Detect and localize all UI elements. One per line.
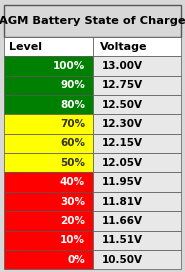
Text: 13.00V: 13.00V xyxy=(102,61,143,71)
FancyBboxPatch shape xyxy=(4,231,92,250)
FancyBboxPatch shape xyxy=(4,37,92,56)
Text: Level: Level xyxy=(9,42,42,51)
Text: 90%: 90% xyxy=(60,80,85,90)
Text: 100%: 100% xyxy=(53,61,85,71)
Text: 80%: 80% xyxy=(60,100,85,110)
Text: 30%: 30% xyxy=(60,196,85,206)
FancyBboxPatch shape xyxy=(4,192,92,211)
Text: 11.95V: 11.95V xyxy=(102,177,143,187)
FancyBboxPatch shape xyxy=(4,56,92,76)
FancyBboxPatch shape xyxy=(4,115,92,134)
Text: 11.51V: 11.51V xyxy=(102,235,143,245)
FancyBboxPatch shape xyxy=(92,76,181,95)
Text: 20%: 20% xyxy=(60,216,85,226)
Text: 40%: 40% xyxy=(60,177,85,187)
Text: 70%: 70% xyxy=(60,119,85,129)
Text: 12.30V: 12.30V xyxy=(102,119,143,129)
Text: 12.50V: 12.50V xyxy=(102,100,143,110)
Text: 11.81V: 11.81V xyxy=(102,196,143,206)
Text: 10.50V: 10.50V xyxy=(102,255,143,265)
Text: 12.75V: 12.75V xyxy=(102,80,143,90)
Text: 60%: 60% xyxy=(60,138,85,149)
FancyBboxPatch shape xyxy=(4,153,92,172)
FancyBboxPatch shape xyxy=(92,115,181,134)
Text: 11.66V: 11.66V xyxy=(102,216,143,226)
FancyBboxPatch shape xyxy=(4,172,92,192)
Text: 0%: 0% xyxy=(67,255,85,265)
Text: 12.05V: 12.05V xyxy=(102,158,143,168)
FancyBboxPatch shape xyxy=(4,5,181,37)
FancyBboxPatch shape xyxy=(92,134,181,153)
Text: 12.15V: 12.15V xyxy=(102,138,143,149)
FancyBboxPatch shape xyxy=(92,192,181,211)
FancyBboxPatch shape xyxy=(92,250,181,269)
FancyBboxPatch shape xyxy=(92,56,181,76)
Text: AGM Battery State of Charge: AGM Battery State of Charge xyxy=(0,16,185,26)
FancyBboxPatch shape xyxy=(4,76,92,95)
FancyBboxPatch shape xyxy=(92,153,181,172)
FancyBboxPatch shape xyxy=(92,231,181,250)
FancyBboxPatch shape xyxy=(92,37,181,56)
FancyBboxPatch shape xyxy=(4,250,92,269)
Text: 10%: 10% xyxy=(60,235,85,245)
FancyBboxPatch shape xyxy=(92,172,181,192)
Text: Voltage: Voltage xyxy=(100,42,147,51)
FancyBboxPatch shape xyxy=(4,211,92,231)
FancyBboxPatch shape xyxy=(92,95,181,115)
FancyBboxPatch shape xyxy=(4,134,92,153)
Text: 50%: 50% xyxy=(60,158,85,168)
FancyBboxPatch shape xyxy=(4,95,92,115)
FancyBboxPatch shape xyxy=(92,211,181,231)
